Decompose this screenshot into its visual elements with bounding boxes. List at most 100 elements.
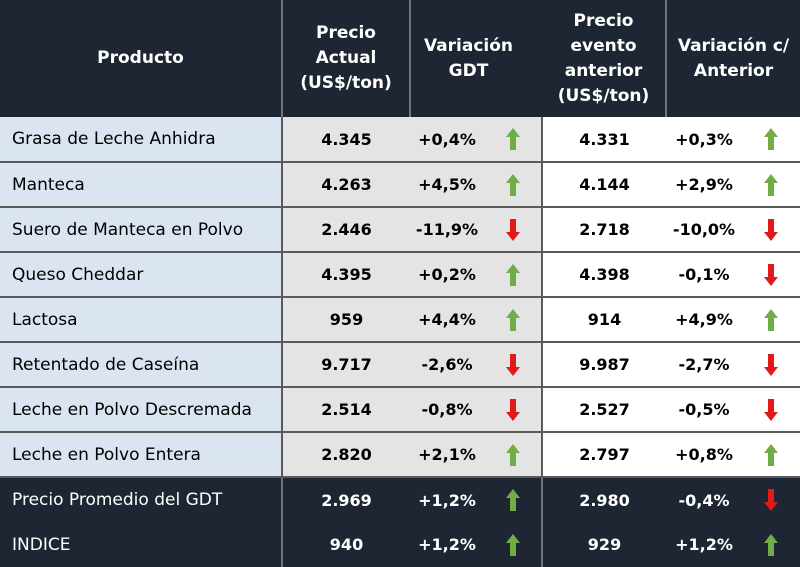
variacion-gdt: +2,1% <box>410 432 484 478</box>
precio-actual: 959 <box>282 297 410 343</box>
product-name: Precio Promedio del GDT <box>0 477 283 522</box>
variacion-anterior: -2,7% <box>666 342 742 388</box>
table-row: Grasa de Leche Anhidra 4.345 +0,4% 4.331 +0,… <box>0 117 800 163</box>
arrow-down-icon <box>764 398 778 421</box>
trend-cell <box>484 162 543 208</box>
precio-anterior: 2.527 <box>542 387 666 433</box>
variacion-anterior: -0,1% <box>666 252 742 298</box>
table-body: Grasa de Leche Anhidra 4.345 +0,4% 4.331 +0,… <box>0 117 800 567</box>
variacion-gdt: -0,8% <box>410 387 484 433</box>
trend-cell <box>484 432 543 478</box>
summary-row: Precio Promedio del GDT 2.969 +1,2% 2.980 -0… <box>0 477 800 522</box>
variacion-anterior: +2,9% <box>666 162 742 208</box>
variacion-anterior: +0,3% <box>666 117 742 163</box>
trend-cell <box>742 117 800 163</box>
trend-cell <box>484 297 543 343</box>
precio-actual: 940 <box>282 522 410 567</box>
table-row: Lactosa 959 +4,4% 914 +4,9% <box>0 297 800 343</box>
precio-actual: 4.345 <box>282 117 410 163</box>
product-name: Manteca <box>0 162 283 208</box>
trend-cell <box>742 342 800 388</box>
trend-cell <box>742 162 800 208</box>
trend-cell <box>742 252 800 298</box>
product-name: Lactosa <box>0 297 283 343</box>
precio-anterior: 2.797 <box>542 432 666 478</box>
precio-actual: 2.820 <box>282 432 410 478</box>
trend-cell <box>484 207 543 253</box>
arrow-down-icon <box>505 353 520 376</box>
product-name: Retentado de Caseína <box>0 342 283 388</box>
variacion-gdt: +1,2% <box>410 477 484 522</box>
arrow-down-icon <box>764 353 778 376</box>
variacion-gdt: +4,4% <box>410 297 484 343</box>
precio-actual: 4.395 <box>282 252 410 298</box>
precio-actual: 2.514 <box>282 387 410 433</box>
trend-cell <box>742 297 800 343</box>
arrow-up-icon <box>505 263 520 286</box>
variacion-gdt: +1,2% <box>410 522 484 567</box>
variacion-gdt: -11,9% <box>410 207 484 253</box>
precio-anterior: 914 <box>542 297 666 343</box>
precio-actual: 2.969 <box>282 477 410 522</box>
header-precio-actual: Precio Actual (US$/ton) <box>282 0 411 117</box>
precio-anterior: 4.144 <box>542 162 666 208</box>
variacion-gdt: +0,2% <box>410 252 484 298</box>
arrow-up-icon <box>764 533 778 556</box>
variacion-anterior: -0,4% <box>666 477 742 522</box>
trend-cell <box>742 522 800 567</box>
arrow-up-icon <box>764 128 778 150</box>
table-row: Leche en Polvo Entera 2.820 +2,1% 2.797 +0,8… <box>0 432 800 478</box>
variacion-anterior: +1,2% <box>666 522 742 567</box>
variacion-anterior: +0,8% <box>666 432 742 478</box>
header-precio-anterior: Precio evento anterior (US$/ton) <box>542 0 667 117</box>
precio-anterior: 9.987 <box>542 342 666 388</box>
precio-actual: 2.446 <box>282 207 410 253</box>
summary-row: INDICE 940 +1,2% 929 +1,2% <box>0 522 800 567</box>
product-name: Grasa de Leche Anhidra <box>0 117 283 163</box>
precio-anterior: 4.398 <box>542 252 666 298</box>
variacion-anterior: +4,9% <box>666 297 742 343</box>
table-row: Suero de Manteca en Polvo 2.446 -11,9% 2.71… <box>0 207 800 253</box>
arrow-up-icon <box>764 443 778 466</box>
precio-anterior: 4.331 <box>542 117 666 163</box>
product-name: INDICE <box>0 522 283 567</box>
table-row: Leche en Polvo Descremada 2.514 -0,8% 2.527… <box>0 387 800 433</box>
arrow-up-icon <box>505 533 520 556</box>
table-row: Queso Cheddar 4.395 +0,2% 4.398 -0,1% <box>0 252 800 298</box>
variacion-gdt: -2,6% <box>410 342 484 388</box>
arrow-up-icon <box>764 308 778 331</box>
header-variacion-anterior: Variación c/ Anterior <box>666 0 800 117</box>
product-name: Queso Cheddar <box>0 252 283 298</box>
trend-cell <box>742 432 800 478</box>
arrow-down-icon <box>764 263 778 286</box>
trend-cell <box>484 117 543 163</box>
trend-cell <box>742 387 800 433</box>
precio-actual: 4.263 <box>282 162 410 208</box>
arrow-up-icon <box>505 173 520 196</box>
product-name: Suero de Manteca en Polvo <box>0 207 283 253</box>
arrow-down-icon <box>764 489 778 511</box>
trend-cell <box>484 477 543 522</box>
header-producto: Producto <box>0 0 283 117</box>
product-name: Leche en Polvo Entera <box>0 432 283 478</box>
table-row: Retentado de Caseína 9.717 -2,6% 9.987 -2,7% <box>0 342 800 388</box>
header-row: Producto Precio Actual (US$/ton) Variaci… <box>0 0 800 117</box>
arrow-up-icon <box>505 443 520 466</box>
precio-actual: 9.717 <box>282 342 410 388</box>
precio-anterior: 929 <box>542 522 666 567</box>
product-name: Leche en Polvo Descremada <box>0 387 283 433</box>
trend-cell <box>484 522 543 567</box>
arrow-down-icon <box>505 218 520 241</box>
table-row: Manteca 4.263 +4,5% 4.144 +2,9% <box>0 162 800 208</box>
variacion-gdt: +0,4% <box>410 117 484 163</box>
precio-anterior: 2.718 <box>542 207 666 253</box>
arrow-up-icon <box>764 173 778 196</box>
arrow-up-icon <box>505 489 520 511</box>
arrow-down-icon <box>505 398 520 421</box>
trend-cell <box>484 252 543 298</box>
variacion-anterior: -10,0% <box>666 207 742 253</box>
variacion-gdt: +4,5% <box>410 162 484 208</box>
arrow-down-icon <box>764 218 778 241</box>
trend-cell <box>742 207 800 253</box>
